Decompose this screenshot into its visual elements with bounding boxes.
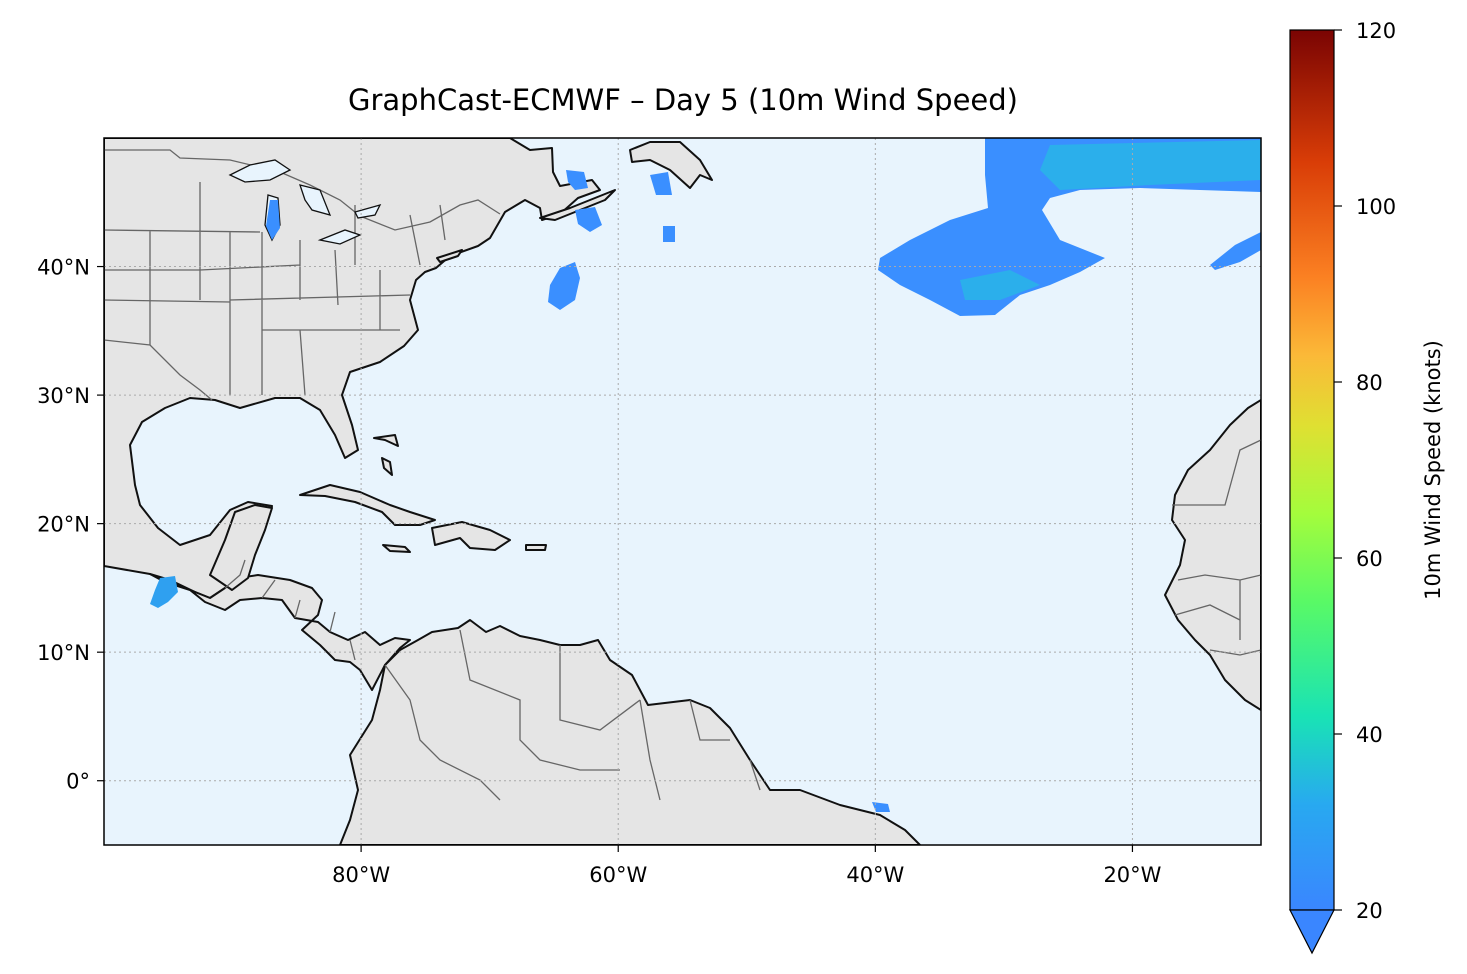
hispaniola-land — [431, 521, 511, 551]
land-masses — [104, 138, 1261, 845]
newfoundland-land — [629, 141, 713, 189]
lake-superior — [228, 159, 292, 183]
wind-patch-st-lawrence-3 — [650, 172, 672, 195]
wind-patch-st-lawrence-2 — [575, 207, 602, 232]
colorbar-extend-min — [1289, 909, 1335, 955]
y-tick-label: 40°N — [37, 256, 90, 280]
lake-huron — [299, 184, 332, 216]
wind-patch-north-atlantic-core — [960, 140, 1261, 300]
south-america-borders — [384, 629, 761, 801]
wind-patch-canary — [1210, 232, 1261, 270]
colorbar-tick-label: 60 — [1356, 547, 1383, 571]
map-title: GraphCast-ECMWF – Day 5 (10m Wind Speed) — [348, 83, 1018, 117]
x-tick-label: 40°W — [846, 863, 904, 887]
wind-patch-st-lawrence-1 — [566, 170, 588, 190]
wind-patch-tehuantepec — [150, 576, 178, 608]
y-tick-label: 30°N — [37, 384, 90, 408]
wind-patch-sargasso — [548, 262, 580, 310]
map-frame — [103, 137, 1262, 846]
y-tick-label: 20°N — [37, 513, 90, 537]
colorbar-ticks: 20 40 60 80 100 120 — [1334, 19, 1396, 923]
yucatan-land — [209, 504, 273, 591]
us-mexico-border — [104, 339, 213, 401]
wind-patch-st-lawrence-4 — [663, 226, 675, 242]
colorbar-gradient — [1289, 29, 1335, 911]
africa-borders — [1172, 439, 1261, 656]
colorbar-tick-label: 40 — [1356, 723, 1383, 747]
map-axes: 80°W 60°W 40°W 20°W 40°N 30°N 20°N 10°N 0° — [37, 137, 1262, 887]
wind-patch-equatorial — [872, 802, 890, 812]
colorbar-tick-label: 100 — [1356, 195, 1396, 219]
puerto-rico-land — [525, 544, 547, 551]
x-tick-label: 60°W — [589, 863, 647, 887]
y-tick-label: 0° — [66, 770, 90, 794]
colorbar-tick-label: 80 — [1356, 371, 1383, 395]
long-island-land — [436, 249, 463, 263]
colorbar-tick-label: 20 — [1356, 899, 1383, 923]
political-borders — [104, 149, 1261, 801]
x-axis: 80°W 60°W 40°W 20°W — [332, 845, 1162, 887]
colorbar-tick-label: 120 — [1356, 19, 1396, 43]
africa-land — [1164, 399, 1261, 711]
bahamas-land — [373, 434, 399, 476]
jamaica-land — [382, 544, 411, 553]
us-canada-border — [104, 149, 501, 231]
colorbar-label: 10m Wind Speed (knots) — [1421, 340, 1445, 600]
us-state-lines — [104, 182, 446, 396]
cuba-land — [299, 484, 436, 526]
wind-speed-field — [150, 138, 1261, 812]
y-tick-label: 10°N — [37, 641, 90, 665]
wind-patch-lake-michigan — [266, 200, 280, 240]
y-axis: 40°N 30°N 20°N 10°N 0° — [37, 256, 104, 794]
nova-scotia-land — [539, 189, 616, 221]
colorbar: 20 40 60 80 100 120 10m Wind Speed (knots) — [1289, 19, 1445, 955]
lake-erie-ontario — [317, 203, 382, 245]
x-tick-label: 80°W — [332, 863, 390, 887]
central-america-land — [149, 573, 411, 691]
central-america-borders — [224, 559, 356, 661]
x-tick-label: 20°W — [1103, 863, 1161, 887]
